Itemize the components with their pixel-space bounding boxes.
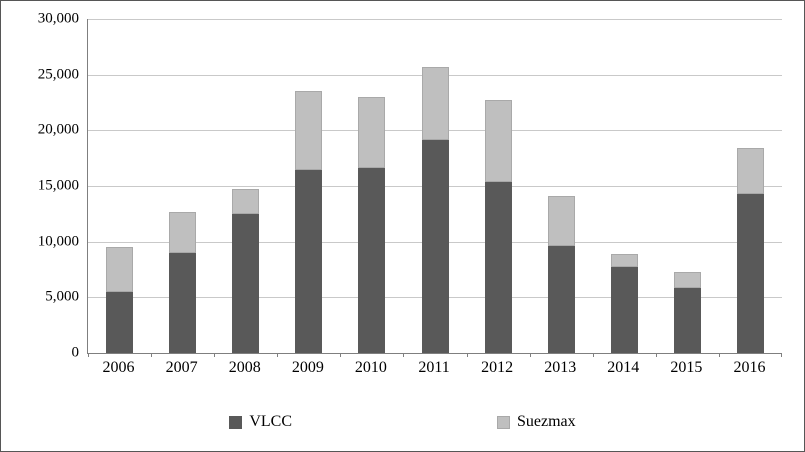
y-tick-label: 0	[71, 344, 80, 361]
bar-segment-vlcc	[295, 170, 323, 353]
bar-segment-suezmax	[295, 91, 323, 171]
bar-segment-suezmax	[421, 66, 449, 141]
x-axis-tick	[592, 353, 594, 357]
grid-line	[88, 19, 782, 20]
y-tick-label: 25,000	[37, 66, 79, 83]
bar-group	[403, 19, 466, 353]
stacked-bar	[232, 19, 260, 353]
x-axis-tick	[340, 353, 342, 357]
legend-item-vlcc: VLCC	[229, 413, 292, 431]
x-tick-label: 2015	[670, 359, 703, 376]
bar-segment-suezmax	[736, 148, 764, 194]
bar-group	[719, 19, 782, 353]
y-tick-label: 15,000	[37, 177, 79, 194]
bar-group	[214, 19, 277, 353]
bar-segment-suezmax	[673, 271, 701, 289]
bar-segment-vlcc	[421, 140, 449, 353]
bar-segment-vlcc	[358, 168, 386, 353]
bar-segment-suezmax	[547, 196, 575, 247]
y-tick-label: 30,000	[37, 10, 79, 27]
bar-segment-vlcc	[736, 193, 764, 353]
y-tick-label: 10,000	[37, 233, 79, 250]
legend-swatch-suezmax	[497, 415, 510, 429]
bar-segment-suezmax	[358, 96, 386, 169]
x-axis: 2006 2007 2008 2009 2010 2011 2012 2013 2014 2015…	[87, 359, 781, 377]
bars-container	[88, 19, 782, 353]
x-tick-label: 2013	[544, 359, 577, 376]
x-axis-tick	[214, 353, 216, 357]
bar-segment-vlcc	[484, 181, 512, 353]
x-tick-label: 2008	[228, 359, 261, 376]
plot-area	[87, 19, 782, 357]
bar-segment-vlcc	[610, 267, 638, 353]
legend: VLCC Suezmax	[1, 413, 804, 431]
x-tick-label: 2006	[102, 359, 135, 376]
bar-segment-vlcc	[232, 213, 260, 353]
bar-segment-suezmax	[169, 211, 197, 253]
x-tick-label: 2010	[354, 359, 387, 376]
stacked-bar	[421, 19, 449, 353]
stacked-bar	[736, 19, 764, 353]
x-tick-label: 2009	[291, 359, 324, 376]
bar-segment-vlcc	[673, 288, 701, 353]
bar-segment-suezmax	[232, 189, 260, 214]
stacked-bar	[547, 19, 575, 353]
legend-label: Suezmax	[517, 413, 576, 430]
bar-group	[340, 19, 403, 353]
bar-group	[151, 19, 214, 353]
stacked-bar	[169, 19, 197, 353]
bar-group	[593, 19, 656, 353]
x-axis-tick	[655, 353, 657, 357]
stacked-bar	[484, 19, 512, 353]
x-tick-label: 2007	[165, 359, 198, 376]
bar-group	[277, 19, 340, 353]
stacked-bar	[106, 19, 134, 353]
x-axis-tick	[88, 353, 89, 357]
x-axis-tick	[781, 353, 782, 357]
legend-item-suezmax: Suezmax	[497, 413, 576, 431]
bar-segment-suezmax	[610, 253, 638, 268]
legend-swatch-vlcc	[229, 415, 243, 429]
stacked-bar	[673, 19, 701, 353]
bar-group	[467, 19, 530, 353]
x-tick-label: 2012	[481, 359, 514, 376]
x-axis-tick	[718, 353, 720, 357]
stacked-bar	[610, 19, 638, 353]
x-axis-tick	[151, 353, 153, 357]
bar-group	[530, 19, 593, 353]
bar-group	[88, 19, 151, 353]
y-tick-label: 5,000	[45, 288, 79, 305]
y-tick-label: 20,000	[37, 121, 79, 138]
x-tick-label: 2014	[607, 359, 640, 376]
bar-segment-vlcc	[547, 246, 575, 353]
bar-segment-suezmax	[484, 100, 512, 182]
legend-label: VLCC	[249, 413, 292, 430]
bar-segment-vlcc	[169, 252, 197, 353]
x-tick-label: 2011	[418, 359, 450, 376]
bar-segment-suezmax	[106, 247, 134, 292]
y-axis: 0 5,000 10,000 15,000 20,000 25,000 30,000	[1, 11, 79, 360]
bar-segment-vlcc	[106, 291, 134, 353]
stacked-bar	[358, 19, 386, 353]
x-axis-tick	[277, 353, 279, 357]
x-tick-label: 2016	[733, 359, 766, 376]
x-axis-tick	[466, 353, 468, 357]
x-axis-tick	[529, 353, 531, 357]
stacked-bar	[295, 19, 323, 353]
x-axis-tick	[403, 353, 405, 357]
bar-group	[656, 19, 719, 353]
